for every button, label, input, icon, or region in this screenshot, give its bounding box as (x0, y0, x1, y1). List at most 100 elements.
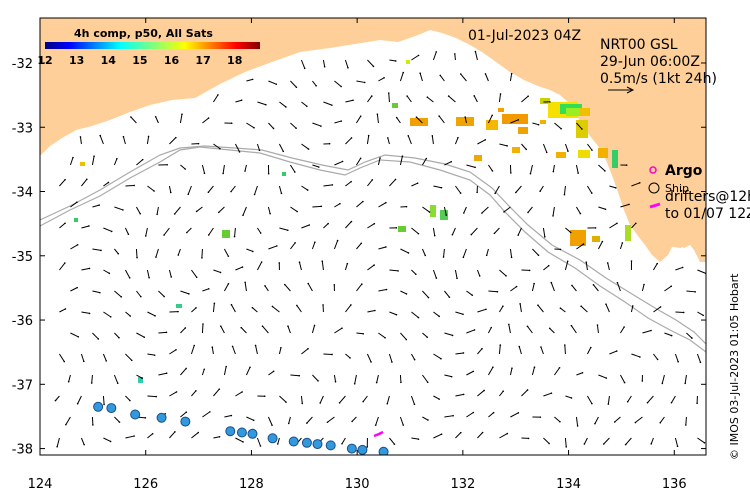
current-arrow-head (276, 245, 278, 247)
current-arrow-head (540, 346, 542, 348)
land-mass (40, 18, 706, 262)
current-arrow (81, 267, 90, 271)
current-arrow (235, 437, 244, 443)
current-arrow (540, 346, 544, 355)
current-arrow (422, 332, 428, 338)
current-arrow-head (370, 361, 372, 363)
current-arrow (252, 307, 258, 313)
current-arrow (521, 95, 529, 103)
island (660, 232, 690, 248)
current-arrow-head (128, 277, 131, 279)
current-arrow-head (503, 211, 505, 213)
float-marker (357, 444, 368, 455)
current-arrow (296, 305, 302, 313)
current-arrow (130, 116, 137, 124)
current-arrow-head (419, 72, 421, 75)
current-arrow-head (186, 231, 188, 234)
current-arrow (272, 306, 280, 313)
current-arrow-head (533, 282, 535, 285)
current-arrow (246, 248, 254, 252)
current-arrow-head (170, 276, 173, 278)
current-arrow (125, 395, 131, 401)
current-arrow (484, 73, 489, 82)
current-arrow (201, 324, 204, 334)
current-arrow (278, 347, 282, 355)
current-arrow-head (510, 72, 513, 75)
current-arrow-head (442, 256, 445, 258)
current-arrow-head (508, 323, 510, 326)
current-arrow-head (519, 303, 521, 305)
current-arrow-head (249, 366, 251, 369)
current-arrow (211, 347, 214, 355)
current-arrow-head (481, 347, 483, 350)
current-arrow-head (362, 200, 364, 203)
argo-label: Argo (665, 163, 703, 179)
current-arrow (103, 227, 112, 232)
current-arrow (463, 206, 467, 214)
current-arrow-head (169, 191, 172, 194)
current-arrow (652, 263, 658, 271)
current-arrow (575, 164, 579, 174)
current-arrow-head (120, 296, 123, 298)
current-arrow-head (130, 116, 132, 118)
current-arrow (587, 143, 593, 151)
current-arrow (444, 290, 450, 298)
current-arrow (367, 223, 375, 229)
current-arrow-head (326, 421, 329, 424)
drifter-track (373, 430, 384, 438)
current-arrow (301, 224, 310, 229)
current-arrow-head (473, 329, 476, 331)
current-arrow-head (185, 367, 187, 370)
current-arrow-head (207, 191, 210, 194)
current-arrow (254, 185, 258, 195)
current-arrow-head (175, 391, 178, 393)
current-arrow-head (552, 215, 554, 217)
current-arrow-head (90, 382, 93, 384)
current-arrow (488, 290, 498, 293)
current-arrow-head (656, 262, 659, 265)
current-arrow-head (314, 241, 316, 243)
current-arrow (664, 285, 672, 292)
current-arrow (510, 119, 519, 124)
lon-tick-label: 136 (662, 477, 687, 492)
current-arrow (321, 261, 324, 271)
current-arrow-head (634, 421, 637, 424)
current-arrow (466, 329, 475, 334)
current-arrow-head (294, 241, 296, 244)
current-arrow (77, 395, 82, 404)
current-arrow-head (213, 302, 216, 305)
current-arrow (466, 370, 474, 376)
current-arrow-head (459, 431, 462, 434)
current-arrow-head (445, 214, 448, 216)
current-arrow (367, 179, 373, 187)
current-arrow-head (638, 182, 641, 184)
current-arrow-head (639, 356, 641, 358)
current-arrow (549, 327, 555, 334)
current-arrow (686, 332, 693, 339)
current-arrow (552, 164, 555, 172)
shelf-contour-inner (40, 146, 706, 353)
current-arrow-head (373, 222, 376, 225)
current-arrow (284, 284, 291, 292)
current-arrow-head (438, 398, 441, 400)
current-arrow-head (252, 250, 254, 253)
current-arrow-head (517, 234, 519, 236)
current-arrow (56, 437, 60, 447)
current-arrow-head (560, 127, 562, 130)
current-arrow-head (295, 127, 297, 129)
current-arrow-head (285, 401, 287, 403)
current-arrow (136, 332, 145, 338)
current-arrow (244, 282, 247, 292)
current-arrow-head (452, 414, 454, 417)
current-arrow (455, 185, 462, 194)
current-arrow (411, 437, 419, 440)
current-arrow-head (485, 254, 488, 257)
current-arrow (454, 269, 458, 279)
current-arrow (99, 135, 104, 145)
plot-frame (39, 17, 707, 456)
current-arrow (443, 248, 445, 258)
current-arrow-head (362, 400, 364, 403)
current-arrow-head (307, 347, 309, 350)
current-arrow-head (526, 389, 529, 391)
sst-patch (540, 98, 550, 104)
